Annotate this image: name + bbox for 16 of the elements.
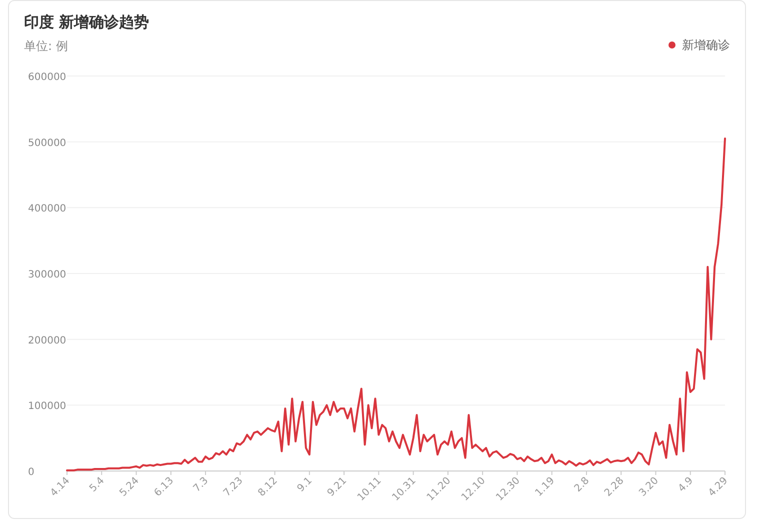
x-tick-label: 2.8 — [572, 475, 592, 494]
y-tick-label: 500000 — [28, 138, 66, 149]
chart-subtitle: 单位: 例 — [24, 39, 68, 53]
y-tick-label: 0 — [28, 467, 34, 478]
legend-label: 新增确诊 — [682, 38, 730, 52]
x-tick-label: 5.4 — [88, 475, 107, 494]
y-tick-label: 400000 — [28, 204, 66, 215]
chart-title: 印度 新增确诊趋势 — [24, 13, 150, 31]
y-tick-label: 100000 — [28, 401, 66, 412]
x-tick-label: 9.1 — [296, 475, 315, 494]
x-tick-label: 4.9 — [676, 475, 696, 494]
x-tick-label: 7.3 — [192, 475, 211, 494]
y-tick-label: 300000 — [28, 270, 66, 280]
y-tick-label: 200000 — [28, 335, 66, 346]
y-tick-label: 600000 — [28, 72, 66, 83]
line-series — [66, 138, 726, 472]
